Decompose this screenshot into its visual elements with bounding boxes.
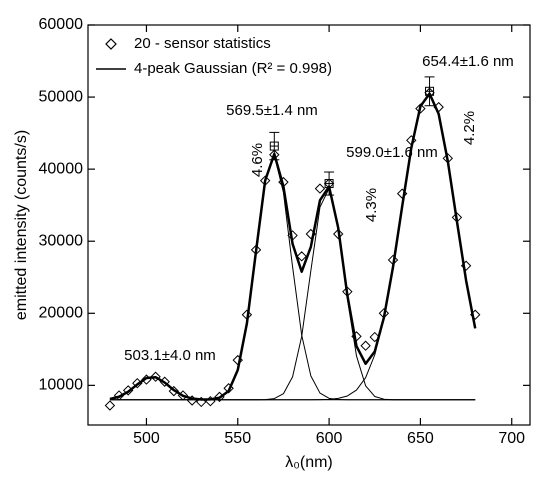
data-point [369, 331, 380, 343]
fit-line [109, 376, 476, 401]
data-point [168, 385, 180, 397]
x-tick-label: 600 [316, 430, 343, 447]
annotation: 654.4±1.6 nm [422, 53, 514, 70]
x-tick-label: 700 [498, 430, 525, 447]
y-tick-label: 30000 [39, 232, 84, 249]
data-point [104, 400, 116, 411]
data-point [314, 183, 326, 194]
annotation: 4.2% [461, 111, 478, 145]
x-tick-label: 550 [224, 430, 251, 447]
annotation: 503.1±4.0 nm [124, 347, 216, 364]
x-axis-label: λ₀(nm) [285, 454, 333, 471]
plot-frame [87, 24, 531, 426]
data-point [150, 371, 161, 382]
x-tick-label: 650 [407, 430, 434, 447]
annotation: 599.0±1.6 nm [346, 144, 438, 161]
data-point [296, 251, 307, 262]
fit-line [109, 93, 476, 401]
legend-label: 20 - sensor statistics [134, 35, 271, 52]
legend-swatch [105, 38, 117, 50]
y-tick-label: 60000 [39, 16, 84, 33]
annotation: 569.5±1.4 nm [226, 102, 318, 119]
annotation: 4.6% [249, 143, 266, 177]
y-tick-label: 20000 [39, 305, 84, 322]
y-tick-label: 50000 [39, 88, 84, 105]
x-tick-label: 500 [133, 430, 160, 447]
y-tick-label: 40000 [39, 160, 84, 177]
y-tick-label: 10000 [39, 377, 84, 394]
data-point [333, 228, 344, 240]
annotation: 4.3% [363, 188, 380, 222]
fit-line [109, 187, 476, 401]
data-point [415, 103, 426, 114]
data-point [360, 340, 371, 351]
y-axis-label: emitted intensity (counts/s) [13, 130, 30, 320]
legend-label: 4-peak Gaussian (R² = 0.998) [134, 60, 332, 77]
